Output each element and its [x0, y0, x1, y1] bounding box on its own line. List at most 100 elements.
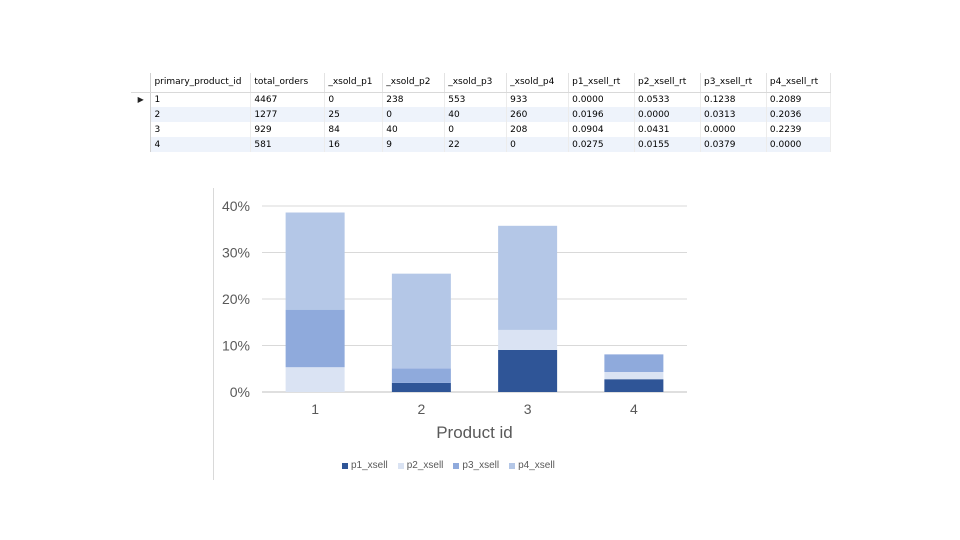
- table-cell[interactable]: 16: [324, 137, 384, 152]
- row-selector[interactable]: [131, 122, 152, 137]
- column-header-xsold-p3[interactable]: _xsold_p3: [444, 73, 508, 93]
- table-cell[interactable]: 4467: [250, 92, 326, 107]
- table-cell[interactable]: 0.0379: [700, 137, 767, 152]
- bar-segment-p1-xsell-product-2[interactable]: [391, 382, 451, 392]
- table-cell[interactable]: 22: [444, 137, 508, 152]
- table-cell[interactable]: 0.1238: [700, 92, 767, 107]
- table-cell[interactable]: 0.0275: [568, 137, 636, 152]
- legend-label: p2_xsell: [406, 460, 444, 471]
- y-tick-label: 10%: [222, 338, 250, 354]
- x-axis-title: Product id: [436, 423, 513, 442]
- legend-item-p1-xsell[interactable]: p1_xsell: [342, 460, 388, 471]
- table-cell[interactable]: 0.2239: [766, 122, 831, 137]
- table-cell[interactable]: 0.0000: [568, 92, 636, 107]
- table-cell[interactable]: 0.0000: [634, 107, 701, 122]
- y-tick-label: 40%: [222, 198, 250, 214]
- column-header-xsold-p4[interactable]: _xsold_p4: [506, 73, 570, 93]
- legend-item-p3-xsell[interactable]: p3_xsell: [453, 460, 499, 471]
- legend-swatch-icon: [453, 462, 460, 469]
- bar-segment-p4-xsell-product-2[interactable]: [391, 273, 451, 369]
- table-cell[interactable]: 1277: [250, 107, 326, 122]
- stacked-bar-chart: 0% 10% 20% 30% 40% 1 2 3 4 Product id p1_xsell p2_…: [213, 188, 713, 480]
- table-cell[interactable]: 0.2036: [766, 107, 831, 122]
- table-cell[interactable]: 0.0431: [634, 122, 701, 137]
- column-header-total-orders[interactable]: total_orders: [250, 73, 326, 93]
- table-cell[interactable]: 40: [444, 107, 508, 122]
- table-cell[interactable]: 0.0904: [568, 122, 636, 137]
- y-tick-label: 0%: [230, 384, 250, 400]
- column-header-p2-xsell-rt[interactable]: p2_xsell_rt: [634, 73, 701, 93]
- bar-segment-p3-xsell-product-4[interactable]: [604, 354, 664, 373]
- bar-segment-p4-xsell-product-3[interactable]: [498, 225, 558, 330]
- table-cell[interactable]: 0.0533: [634, 92, 701, 107]
- table-cell[interactable]: 933: [506, 92, 570, 107]
- current-row-arrow-icon: ▶: [137, 94, 144, 104]
- table-cell[interactable]: 4: [150, 137, 252, 152]
- row-selector-header[interactable]: [131, 73, 152, 93]
- table-cell[interactable]: 0: [324, 92, 384, 107]
- table-cell[interactable]: 0.0313: [700, 107, 767, 122]
- table-cell[interactable]: 208: [506, 122, 570, 137]
- table-row[interactable]: 2 1277 25 0 40 260 0.0196 0.0000 0.0313 0.2036: [131, 107, 831, 122]
- x-tick-label: 3: [524, 401, 532, 417]
- table-cell[interactable]: 238: [382, 92, 446, 107]
- bar-segment-p2-xsell-product-1[interactable]: [285, 367, 345, 392]
- table-cell[interactable]: 0.2089: [766, 92, 831, 107]
- bar-segment-p3-xsell-product-1[interactable]: [285, 309, 345, 368]
- table-cell[interactable]: 3: [150, 122, 252, 137]
- column-header-p3-xsell-rt[interactable]: p3_xsell_rt: [700, 73, 767, 93]
- table-cell[interactable]: 0: [506, 137, 570, 152]
- table-cell[interactable]: 25: [324, 107, 384, 122]
- legend-label: p1_xsell: [351, 460, 388, 471]
- results-table: primary_product_id total_orders _xsold_p1 _…: [131, 73, 831, 152]
- legend-item-p4-xsell[interactable]: p4_xsell: [509, 460, 555, 471]
- chart-legend: p1_xsell p2_xsell p3_xsell p4_xsell: [342, 460, 555, 471]
- column-header-primary-product-id[interactable]: primary_product_id: [150, 73, 252, 93]
- column-header-p1-xsell-rt[interactable]: p1_xsell_rt: [568, 73, 636, 93]
- table-cell[interactable]: 553: [444, 92, 508, 107]
- bar-segment-p3-xsell-product-2[interactable]: [391, 368, 451, 383]
- table-cell[interactable]: 40: [382, 122, 446, 137]
- y-tick-label: 30%: [222, 245, 250, 261]
- table-row[interactable]: 3 929 84 40 0 208 0.0904 0.0431 0.0000 0.2239: [131, 122, 831, 137]
- table-cell[interactable]: 9: [382, 137, 446, 152]
- legend-item-p2-xsell[interactable]: p2_xsell: [397, 460, 444, 471]
- column-header-xsold-p2[interactable]: _xsold_p2: [382, 73, 446, 93]
- table-cell[interactable]: 0.0196: [568, 107, 636, 122]
- table-cell[interactable]: 929: [250, 122, 326, 137]
- result-grid: primary_product_id total_orders _xsold_p1 _…: [131, 73, 831, 155]
- table-row[interactable]: ▶ 1 4467 0 238 553 933 0.0000 0.0533 0.1238 0.2089: [131, 92, 831, 107]
- row-selector[interactable]: [131, 137, 152, 152]
- legend-swatch-icon: [509, 462, 516, 469]
- x-tick-label: 4: [630, 401, 638, 417]
- bar-segment-p4-xsell-product-1[interactable]: [285, 212, 345, 310]
- row-selector[interactable]: [131, 107, 152, 122]
- legend-swatch-icon: [397, 462, 404, 469]
- table-cell[interactable]: 2: [150, 107, 252, 122]
- bar-segment-p1-xsell-product-4[interactable]: [604, 379, 664, 392]
- table-cell[interactable]: 0.0000: [766, 137, 831, 152]
- table-row[interactable]: 4 581 16 9 22 0 0.0275 0.0155 0.0379 0.0000: [131, 137, 831, 152]
- x-tick-label: 1: [311, 401, 319, 417]
- table-cell[interactable]: 581: [250, 137, 326, 152]
- column-header-xsold-p1[interactable]: _xsold_p1: [324, 73, 384, 93]
- legend-label: p4_xsell: [518, 460, 555, 471]
- table-cell[interactable]: 0.0155: [634, 137, 701, 152]
- table-cell[interactable]: 0.0000: [700, 122, 767, 137]
- table-cell[interactable]: 84: [324, 122, 384, 137]
- bar-segment-p1-xsell-product-3[interactable]: [498, 349, 558, 392]
- column-header-p4-xsell-rt[interactable]: p4_xsell_rt: [766, 73, 831, 93]
- legend-swatch-icon: [342, 462, 348, 469]
- table-header-row: primary_product_id total_orders _xsold_p1 _…: [131, 73, 831, 93]
- y-tick-label: 20%: [222, 291, 250, 307]
- row-selector[interactable]: ▶: [131, 92, 152, 107]
- chart-canvas: 0% 10% 20% 30% 40% 1 2 3 4 Product id: [222, 198, 687, 442]
- bar-segment-p2-xsell-product-4[interactable]: [604, 372, 664, 380]
- bar-segment-p2-xsell-product-3[interactable]: [498, 329, 558, 350]
- table-cell[interactable]: 0: [382, 107, 446, 122]
- table-cell[interactable]: 1: [150, 92, 252, 107]
- legend-label: p3_xsell: [462, 460, 500, 471]
- table-cell[interactable]: 260: [506, 107, 570, 122]
- x-tick-label: 2: [417, 401, 425, 417]
- table-cell[interactable]: 0: [444, 122, 508, 137]
